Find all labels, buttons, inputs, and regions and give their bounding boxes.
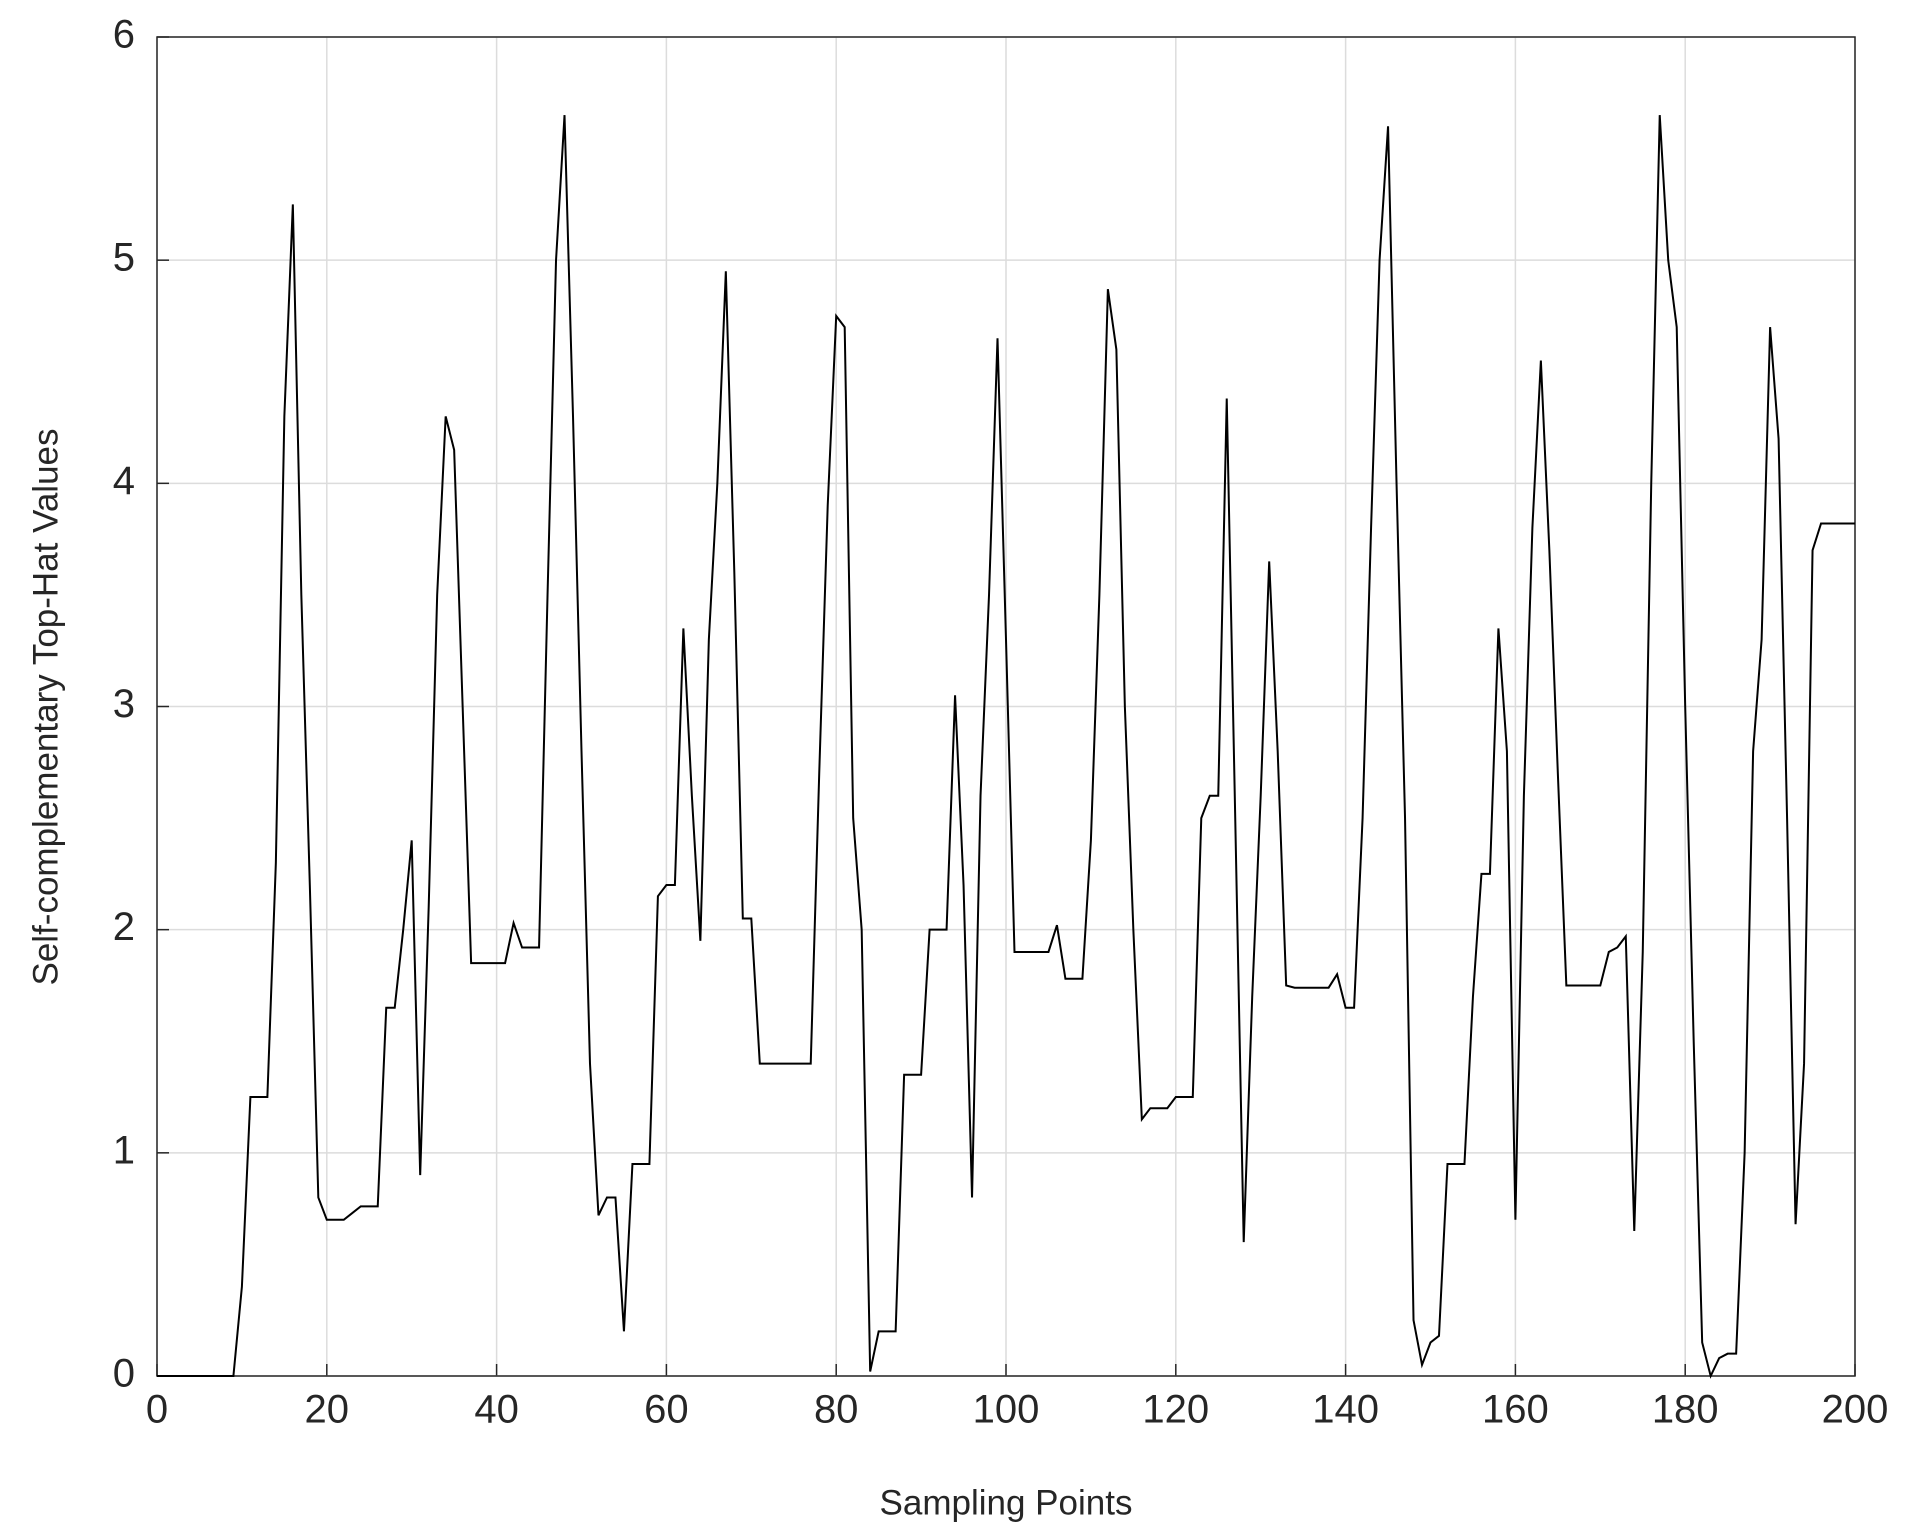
y-tick-label: 0 bbox=[113, 1352, 135, 1396]
y-tick-label: 3 bbox=[113, 682, 135, 726]
data-line bbox=[157, 115, 1855, 1379]
y-axis-label: Self-complementary Top-Hat Values bbox=[26, 428, 65, 985]
x-tick-label: 20 bbox=[305, 1388, 350, 1432]
x-tick-label: 0 bbox=[146, 1388, 168, 1432]
y-tick-label: 5 bbox=[113, 236, 135, 280]
y-tick-label: 6 bbox=[113, 13, 135, 57]
x-tick-label: 100 bbox=[973, 1388, 1040, 1432]
x-tick-label: 60 bbox=[644, 1388, 689, 1432]
x-tick-label: 180 bbox=[1652, 1388, 1719, 1432]
x-tick-label: 160 bbox=[1482, 1388, 1549, 1432]
x-tick-label: 120 bbox=[1142, 1388, 1209, 1432]
x-tick-label: 140 bbox=[1312, 1388, 1379, 1432]
y-tick-label: 4 bbox=[113, 459, 135, 503]
x-tick-label: 200 bbox=[1822, 1388, 1889, 1432]
x-axis-label: Sampling Points bbox=[880, 1483, 1133, 1522]
y-tick-label: 2 bbox=[113, 905, 135, 949]
y-tick-label: 1 bbox=[113, 1128, 135, 1172]
x-tick-label: 40 bbox=[474, 1388, 519, 1432]
plot-frame bbox=[156, 36, 1856, 1377]
x-tick-label: 80 bbox=[814, 1388, 859, 1432]
